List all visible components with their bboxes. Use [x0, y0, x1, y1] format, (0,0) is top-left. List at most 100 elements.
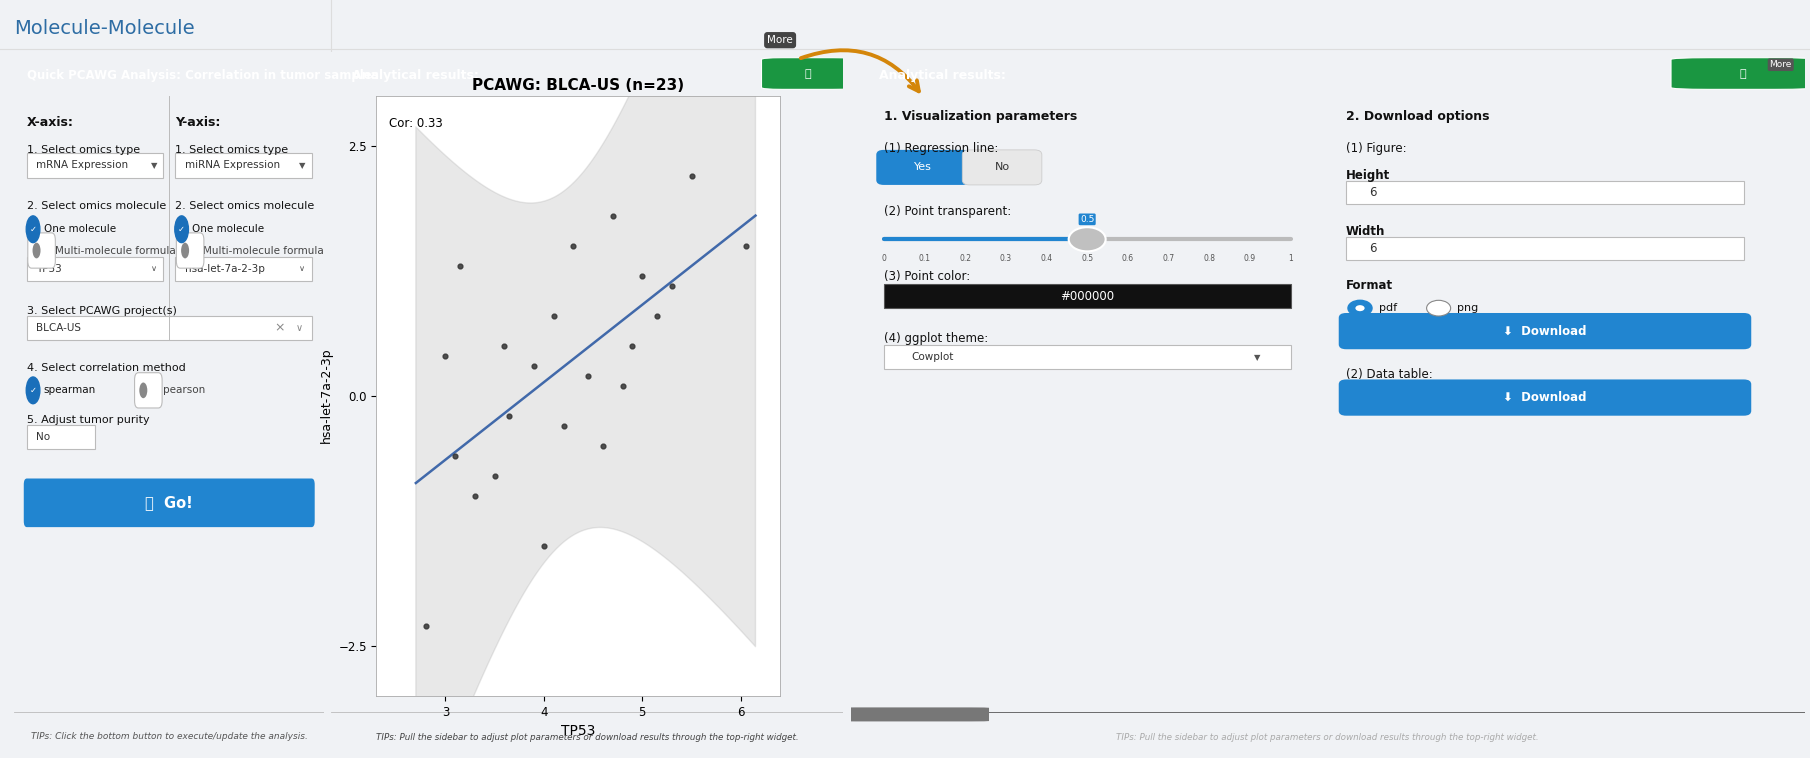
FancyBboxPatch shape — [24, 478, 315, 527]
Point — [519, 359, 548, 371]
X-axis label: TP53: TP53 — [561, 724, 595, 738]
Text: Analytical results:: Analytical results: — [880, 69, 1006, 82]
Text: pearson: pearson — [163, 385, 205, 396]
Text: Cowplot: Cowplot — [912, 352, 954, 362]
Point — [559, 240, 588, 252]
Text: ⛓: ⛓ — [804, 68, 811, 79]
Text: Multi-molecule formula: Multi-molecule formula — [54, 246, 176, 255]
Y-axis label: hsa-let-7a-2-3p: hsa-let-7a-2-3p — [320, 348, 333, 443]
Circle shape — [176, 216, 188, 243]
Circle shape — [1348, 300, 1372, 316]
Text: 3. Select PCAWG project(s): 3. Select PCAWG project(s) — [27, 306, 177, 316]
Point — [677, 170, 706, 182]
Text: 0.3: 0.3 — [999, 254, 1012, 263]
Text: hsa-let-7a-2-3p: hsa-let-7a-2-3p — [185, 264, 264, 274]
Circle shape — [1426, 300, 1450, 316]
Text: 0.7: 0.7 — [1162, 254, 1175, 263]
Text: ×: × — [275, 322, 284, 335]
Point — [548, 420, 577, 432]
Text: Y-axis:: Y-axis: — [176, 117, 221, 130]
Point — [491, 340, 519, 352]
Circle shape — [1356, 305, 1365, 312]
Text: ✓: ✓ — [177, 225, 185, 233]
Text: TP53: TP53 — [36, 264, 62, 274]
Point — [442, 449, 471, 462]
Text: 🔍  Go!: 🔍 Go! — [145, 495, 194, 510]
Text: 0.5: 0.5 — [1081, 254, 1093, 263]
Text: (1) Regression line:: (1) Regression line: — [883, 143, 997, 155]
Text: 0.2: 0.2 — [959, 254, 972, 263]
Text: 0.8: 0.8 — [1204, 254, 1215, 263]
Text: TIPs: Pull the sidebar to adjust plot parameters or download results through the: TIPs: Pull the sidebar to adjust plot pa… — [1117, 733, 1538, 742]
Text: Multi-molecule formula: Multi-molecule formula — [203, 246, 324, 255]
FancyBboxPatch shape — [762, 58, 854, 89]
FancyBboxPatch shape — [27, 425, 94, 449]
Text: No: No — [994, 162, 1010, 172]
Text: ✓: ✓ — [29, 225, 36, 233]
FancyBboxPatch shape — [883, 345, 1291, 369]
Text: ⛓: ⛓ — [1739, 68, 1747, 79]
Text: Quick PCAWG Analysis: Correlation in tumor samples: Quick PCAWG Analysis: Correlation in tum… — [27, 69, 378, 82]
Text: Molecule-Molecule: Molecule-Molecule — [14, 19, 195, 38]
FancyBboxPatch shape — [27, 153, 163, 177]
FancyBboxPatch shape — [176, 233, 205, 268]
Text: png: png — [1457, 303, 1479, 313]
Text: 6: 6 — [1368, 186, 1377, 199]
FancyBboxPatch shape — [1347, 181, 1743, 204]
Text: #000000: #000000 — [1061, 290, 1115, 302]
Text: One molecule: One molecule — [43, 224, 116, 234]
FancyBboxPatch shape — [836, 707, 988, 722]
Point — [480, 470, 509, 482]
Point — [411, 620, 440, 632]
Text: More: More — [1770, 60, 1792, 69]
Text: pdf: pdf — [1379, 303, 1397, 313]
Text: 2. Download options: 2. Download options — [1347, 110, 1490, 123]
Text: 0.4: 0.4 — [1041, 254, 1053, 263]
Text: (3) Point color:: (3) Point color: — [883, 271, 970, 283]
Text: ⬇  Download: ⬇ Download — [1504, 391, 1587, 404]
Point — [643, 309, 672, 321]
Text: TIPs: Pull the sidebar to adjust plot parameters or download results through the: TIPs: Pull the sidebar to adjust plot pa… — [376, 733, 798, 742]
Text: mRNA Expression: mRNA Expression — [36, 161, 129, 171]
Text: ▼: ▼ — [299, 161, 306, 170]
Text: (2) Point transparent:: (2) Point transparent: — [883, 205, 1012, 218]
Text: 1. Visualization parameters: 1. Visualization parameters — [883, 110, 1077, 123]
FancyBboxPatch shape — [27, 233, 56, 268]
Text: One molecule: One molecule — [192, 224, 264, 234]
Text: 0.5: 0.5 — [1081, 215, 1095, 224]
Point — [445, 259, 474, 271]
Text: 0.6: 0.6 — [1122, 254, 1133, 263]
FancyBboxPatch shape — [27, 316, 311, 340]
Text: ∨: ∨ — [150, 265, 157, 274]
Text: ∨: ∨ — [297, 324, 304, 334]
Text: ▼: ▼ — [150, 161, 157, 170]
Point — [460, 490, 489, 502]
Text: Analytical results:: Analytical results: — [351, 69, 478, 82]
Text: X-axis:: X-axis: — [27, 117, 74, 130]
FancyBboxPatch shape — [1339, 380, 1752, 415]
FancyBboxPatch shape — [876, 150, 970, 185]
Point — [657, 280, 686, 292]
Circle shape — [181, 243, 188, 258]
Text: 2. Select omics molecule: 2. Select omics molecule — [176, 201, 315, 211]
Text: ⬇  Download: ⬇ Download — [1504, 324, 1587, 337]
Text: Yes: Yes — [914, 162, 932, 172]
Text: 0.9: 0.9 — [1243, 254, 1256, 263]
FancyBboxPatch shape — [176, 153, 311, 177]
Point — [617, 340, 646, 352]
Text: TIPs: Click the bottom button to execute/update the analysis.: TIPs: Click the bottom button to execute… — [31, 731, 308, 741]
Text: ∨: ∨ — [299, 265, 306, 274]
Circle shape — [33, 243, 40, 258]
Text: (1) Figure:: (1) Figure: — [1347, 143, 1406, 155]
Text: Height: Height — [1347, 169, 1390, 183]
Text: 2. Select omics molecule: 2. Select omics molecule — [27, 201, 167, 211]
Circle shape — [1068, 227, 1106, 252]
Text: ✓: ✓ — [29, 386, 36, 395]
FancyBboxPatch shape — [1671, 58, 1810, 89]
Text: 1. Select omics type: 1. Select omics type — [27, 146, 139, 155]
FancyBboxPatch shape — [134, 373, 163, 408]
Text: BLCA-US: BLCA-US — [36, 324, 81, 334]
FancyBboxPatch shape — [883, 284, 1291, 309]
Point — [529, 540, 557, 552]
Text: 1: 1 — [1289, 254, 1292, 263]
